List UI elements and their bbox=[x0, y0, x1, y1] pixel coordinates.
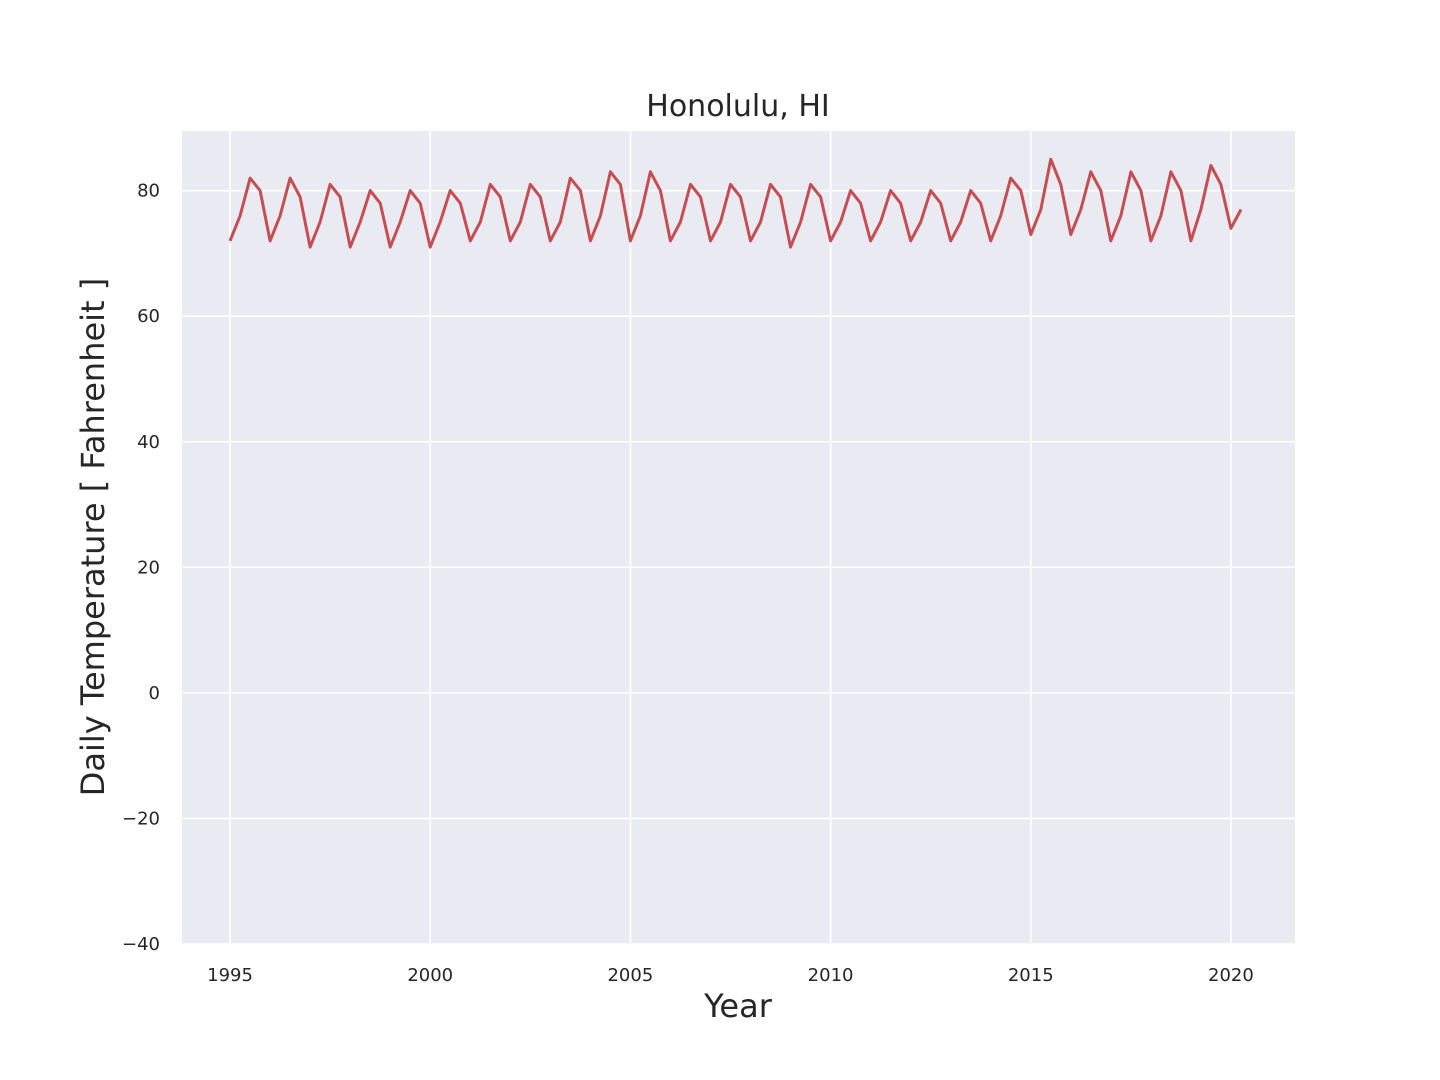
series-group bbox=[228, 157, 1243, 249]
y-tick-label: 80 bbox=[137, 181, 160, 202]
y-tick-label: 20 bbox=[137, 557, 160, 578]
x-tick-label: 2020 bbox=[1208, 965, 1254, 986]
grid-lines bbox=[182, 131, 1295, 945]
y-tick-label: 60 bbox=[137, 306, 160, 327]
x-tick-label: 1995 bbox=[207, 965, 253, 986]
x-tick-label: 2010 bbox=[808, 965, 854, 986]
plot-background bbox=[182, 131, 1295, 944]
x-axis-title: Year bbox=[703, 987, 773, 1025]
y-tick-labels: −40 −20 0 20 40 60 80 bbox=[122, 181, 160, 955]
x-tick-label: 2005 bbox=[607, 965, 653, 986]
y-tick-label: −20 bbox=[122, 808, 160, 829]
x-tick-label: 2015 bbox=[1008, 965, 1054, 986]
y-tick-label: −40 bbox=[122, 934, 160, 955]
y-axis-title: Daily Temperature [ Fahrenheit ] bbox=[74, 278, 112, 797]
x-tick-labels: 1995 2000 2005 2010 2015 2020 bbox=[207, 965, 1254, 986]
chart-title: Honolulu, HI bbox=[646, 89, 829, 124]
y-tick-label: 0 bbox=[149, 683, 160, 704]
y-tick-label: 40 bbox=[137, 432, 160, 453]
temperature-series-line bbox=[228, 157, 1243, 249]
x-tick-label: 2000 bbox=[407, 965, 453, 986]
